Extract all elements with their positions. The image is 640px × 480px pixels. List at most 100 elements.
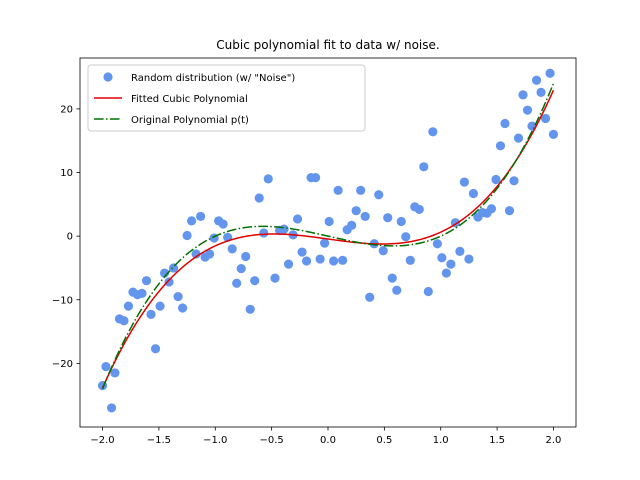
scatter-point [141,276,152,286]
scatter-point [101,361,111,372]
scatter-point [428,127,438,137]
scatter-point [168,263,179,273]
scatter-point [191,249,201,259]
fitted-cubic-line [101,89,555,389]
scatter-point [324,216,334,227]
scatter-point [419,162,429,172]
x-tick-label: 1.5 [489,435,505,446]
scatter-point [414,204,424,215]
scatter-point [333,185,343,195]
legend-label: Fitted Cubic Polynomial [131,94,248,105]
scatter-point [441,268,451,278]
x-tick-label: −2.0 [90,435,114,446]
scatter-point [365,292,375,302]
scatter-point [254,193,264,203]
x-tick-label: −1.0 [203,435,227,446]
x-tick-label: −1.5 [147,435,171,446]
legend-label: Random distribution (w/ "Noise") [131,73,295,84]
scatter-point [196,211,206,222]
legend-box [87,64,366,132]
scatter-point [401,232,411,242]
scatter-point [173,291,183,302]
scatter-point [106,403,117,413]
scatter-point [374,190,384,200]
scatter-point [540,113,551,124]
scatter-point [513,133,524,143]
scatter-point [338,255,348,265]
scatter-point [245,304,255,314]
original-polynomial-line [101,83,555,390]
scatter-point [119,316,129,326]
scatter-point [329,256,339,266]
scatter-point [522,105,533,115]
scatter-point [159,268,170,278]
scatter-point [536,87,546,97]
scatter-point [423,286,433,297]
scatter-point [227,244,237,254]
scatter-point [383,213,393,223]
scatter-point [392,285,402,295]
scatter-point [405,255,415,265]
legend-scatter-marker [103,72,113,82]
scatter-point [446,259,456,269]
legend: Random distribution (w/ "Noise") Fitted C… [87,64,366,132]
scatter-point [437,253,447,263]
scatter-point [468,188,479,199]
scatter-point [504,206,515,216]
scatter-point [320,238,330,248]
scatter-point [123,301,134,311]
scatter-point [486,204,497,214]
scatter-point [177,303,188,313]
y-tick-label: −10 [52,295,73,306]
scatter-point [187,216,197,226]
x-tick-label: −0.5 [259,435,283,446]
y-tick-label: 0 [67,232,73,243]
y-tick-label: 20 [60,104,73,115]
scatter-point [545,68,555,78]
scatter-point [236,263,246,274]
axes: −2.0 −1.5 −1.0 −0.5 0.0 0.5 1.0 1.5 2.0 −20 −10 0 10… [52,57,577,446]
scatter-point [378,246,388,256]
x-tick-label: 1.0 [433,435,449,446]
scatter-point [292,214,303,224]
scatter-point [146,309,156,319]
scatter-point [351,206,361,216]
scatter-point [347,220,357,230]
x-tick-label: 2.0 [546,435,562,446]
y-tick-label: −20 [52,359,73,370]
scatter-point [518,90,528,100]
scatter-point [548,129,559,139]
scatter-point [301,256,312,266]
scatter-point [459,177,469,187]
scatter-point [297,247,307,257]
scatter-point [218,219,228,229]
scatter-point [279,224,289,234]
scatter-point [491,174,501,185]
scatter-point [110,368,120,378]
scatter-point [182,230,192,241]
scatter-point [150,344,161,354]
plot-area [97,68,559,413]
scatter-point [205,249,215,259]
scatter-point [155,301,165,311]
scatter-point [263,174,273,184]
chart-title: Cubic polynomial fit to data w/ noise. [216,38,439,52]
y-tick-label: 10 [60,168,73,179]
scatter-point [311,173,321,183]
scatter-point [356,185,366,195]
scatter-point [495,141,506,151]
scatter-point [259,228,269,238]
scatter-point [432,239,442,249]
scatter-point [232,278,242,288]
x-tick-label: 0.0 [320,435,336,446]
scatter-point [387,273,397,283]
scatter-point [531,75,542,85]
scatter-point [164,277,174,287]
scatter-point [137,288,147,298]
scatter-point [250,276,260,286]
scatter-point [396,216,406,227]
scatter-point [270,273,280,283]
scatter-point [283,259,294,269]
scatter-point [500,118,510,129]
